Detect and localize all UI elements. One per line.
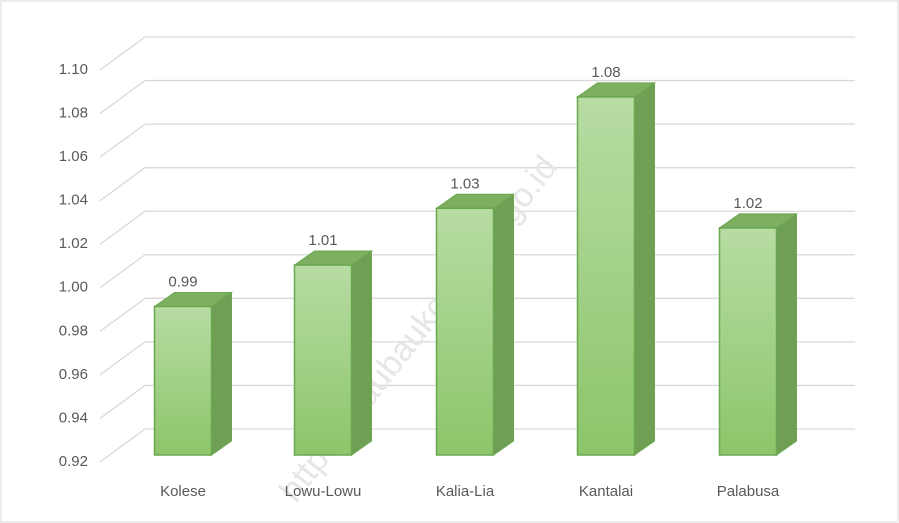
bar-front <box>718 227 778 456</box>
y-tick-label: 0.96 <box>59 366 88 383</box>
y-tick-label: 0.94 <box>59 409 88 426</box>
data-label: 1.01 <box>308 232 337 249</box>
bar <box>292 250 374 456</box>
bar-side <box>776 212 797 456</box>
bar-front <box>435 207 495 456</box>
y-tick-label: 1.06 <box>59 148 88 165</box>
y-tick-label: 1.04 <box>59 192 88 209</box>
bar-side <box>211 291 232 456</box>
bar-front <box>153 305 213 456</box>
bar-side <box>634 81 655 456</box>
y-tick-label: 1.08 <box>59 105 88 122</box>
bar <box>575 81 657 456</box>
grid-line <box>99 36 855 71</box>
data-label: 1.02 <box>733 195 762 212</box>
x-tick-label: Palabusa <box>717 483 780 500</box>
bar-side <box>351 250 372 456</box>
x-tick-label: Kantalai <box>579 483 633 500</box>
x-tick-label: Lowu-Lowu <box>285 483 362 500</box>
y-tick-label: 0.98 <box>59 322 88 339</box>
y-tick-label: 1.00 <box>59 279 88 296</box>
bar <box>434 193 516 456</box>
grid-line <box>99 79 855 115</box>
bar-front <box>576 96 636 456</box>
data-label: 1.08 <box>591 64 620 81</box>
y-tick-label: 1.02 <box>59 235 88 252</box>
y-tick-label: 1.10 <box>59 61 88 78</box>
bar-side <box>493 193 514 456</box>
bar <box>717 212 799 456</box>
x-tick-label: Kalia-Lia <box>436 483 495 500</box>
bar-front <box>293 264 353 456</box>
x-tick-label: Kolese <box>160 483 206 500</box>
data-label: 1.03 <box>450 175 479 192</box>
bar <box>152 291 234 456</box>
y-tick-label: 0.92 <box>59 453 88 470</box>
data-label: 0.99 <box>168 274 197 291</box>
